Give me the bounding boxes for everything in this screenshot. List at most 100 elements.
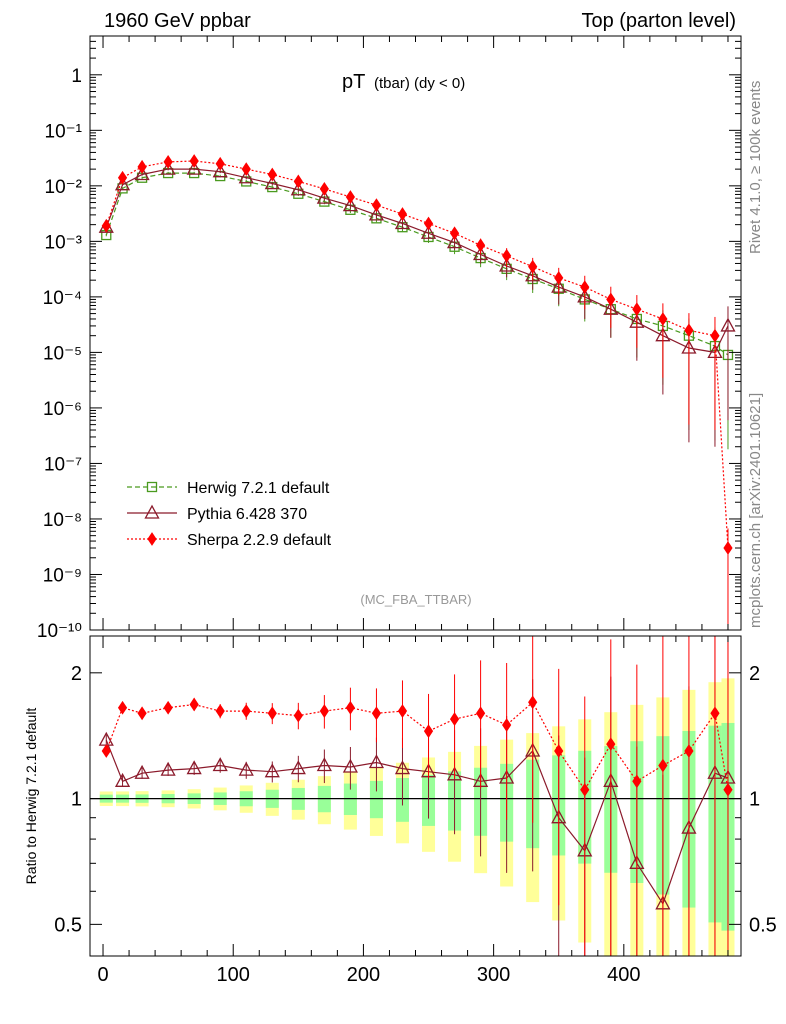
ratio-y-tick-label-right: 1 bbox=[749, 789, 760, 811]
data-point bbox=[163, 154, 173, 169]
ratio-point bbox=[723, 782, 733, 797]
ratio-y-axis: 0.5 0.5 1 1 2 2 bbox=[54, 663, 777, 937]
ratio-point bbox=[342, 758, 358, 773]
data-point bbox=[134, 166, 150, 181]
data-point bbox=[684, 323, 694, 338]
ratio-point bbox=[684, 744, 694, 758]
ratio-y-tick-label: 2 bbox=[71, 663, 82, 685]
ratio-point bbox=[267, 706, 277, 721]
y-tick-label: 10⁻⁴ bbox=[43, 288, 82, 309]
ratio-point bbox=[215, 704, 225, 718]
ratio-y-axis-label: Ratio to Herwig 7.2.1 default bbox=[23, 708, 39, 885]
ratio-point bbox=[397, 704, 408, 718]
ratio-point bbox=[264, 763, 280, 778]
legend: Herwig 7.2.1 default Pythia 6.428 370 Sher… bbox=[127, 480, 332, 549]
y-tick-label: 10⁻⁷ bbox=[44, 454, 82, 475]
y-tick-label: 1 bbox=[71, 66, 82, 87]
ratio-point bbox=[160, 761, 176, 776]
uncertainty-band-1sigma bbox=[369, 780, 383, 819]
ratio-point bbox=[423, 724, 434, 739]
series-line-2 bbox=[105, 160, 729, 549]
legend-marker bbox=[146, 481, 158, 493]
ratio-point bbox=[117, 700, 128, 715]
ratio-point bbox=[580, 782, 590, 797]
ratio-point bbox=[446, 766, 463, 781]
data-point bbox=[189, 154, 199, 168]
data-point bbox=[290, 181, 306, 196]
data-point bbox=[658, 312, 668, 326]
ratio-y-tick-label: 0.5 bbox=[54, 914, 82, 936]
ratio-point bbox=[371, 706, 382, 721]
header-right-label: Top (parton level) bbox=[581, 10, 736, 32]
data-point bbox=[525, 267, 541, 282]
ratio-line-0 bbox=[105, 739, 729, 906]
y-tick-label: 10⁻⁶ bbox=[43, 399, 82, 420]
y-tick-label: 10⁻³ bbox=[45, 232, 83, 253]
ratio-point bbox=[316, 757, 332, 772]
data-point bbox=[345, 190, 356, 204]
data-point bbox=[446, 234, 463, 249]
ratio-line-1 bbox=[105, 701, 729, 791]
data-point bbox=[397, 207, 408, 221]
data-point bbox=[212, 163, 228, 178]
x-tick-label: 300 bbox=[477, 964, 510, 986]
ratio-panel: 0.5 0.5 1 1 2 2 0 100 200 300 400 Ratio to Herwig… bbox=[23, 635, 777, 986]
ratio-point bbox=[528, 695, 538, 710]
ratio-point bbox=[293, 708, 303, 723]
legend-label: Pythia 6.428 370 bbox=[187, 506, 307, 523]
data-point bbox=[160, 160, 176, 175]
ratio-point bbox=[114, 772, 131, 787]
data-point bbox=[101, 218, 111, 233]
ratio-point bbox=[101, 744, 111, 758]
data-point bbox=[264, 175, 280, 190]
ratio-point bbox=[238, 761, 254, 776]
main-y-axis: 1 10⁻¹ 10⁻² 10⁻³ 10⁻⁴ 10⁻⁵ 10⁻⁶ 10⁻⁷ 10⁻⁸ 10⁻⁹ 10⁻… bbox=[37, 35, 741, 642]
data-point bbox=[723, 541, 733, 555]
data-point bbox=[114, 176, 131, 191]
legend-marker bbox=[147, 532, 157, 546]
main-plot-subtitle: (tbar) (dy < 0) bbox=[374, 75, 465, 92]
ratio-point bbox=[710, 706, 720, 721]
ratio-point bbox=[290, 760, 306, 775]
data-point bbox=[528, 259, 538, 274]
ratio-y-tick-label: 1 bbox=[71, 789, 82, 811]
data-point bbox=[342, 197, 358, 212]
data-point bbox=[420, 224, 437, 239]
data-point bbox=[554, 270, 564, 285]
ratio-point bbox=[658, 758, 668, 773]
main-panel: 1 10⁻¹ 10⁻² 10⁻³ 10⁻⁴ 10⁻⁵ 10⁻⁶ 10⁻⁷ 10⁻⁸ 10⁻⁹ 10⁻… bbox=[37, 35, 742, 642]
ratio-point bbox=[502, 718, 512, 732]
data-point bbox=[475, 238, 486, 253]
ratio-point bbox=[134, 764, 150, 779]
data-point bbox=[368, 206, 385, 221]
data-point bbox=[215, 156, 225, 171]
data-point bbox=[720, 317, 736, 332]
data-point bbox=[606, 292, 616, 307]
main-plot-content bbox=[98, 154, 736, 630]
legend-label: Sherpa 2.2.9 default bbox=[187, 532, 332, 549]
y-tick-label: 10⁻¹⁰ bbox=[37, 621, 82, 642]
ratio-point bbox=[189, 697, 199, 712]
x-tick-label: 0 bbox=[97, 964, 108, 986]
ratio-y-tick-label-right: 2 bbox=[749, 663, 760, 685]
uncertainty-band-1sigma bbox=[343, 783, 357, 815]
data-point bbox=[241, 162, 251, 177]
y-tick-label: 10⁻⁵ bbox=[43, 343, 82, 364]
ratio-point bbox=[319, 704, 329, 718]
y-tick-label: 10⁻⁹ bbox=[43, 565, 82, 586]
ratio-point bbox=[186, 760, 202, 775]
mcplots-credit-label: mcplots.cern.ch [arXiv:2401.10621] bbox=[747, 393, 764, 628]
legend-marker bbox=[144, 504, 160, 519]
data-point bbox=[502, 248, 512, 263]
data-point bbox=[267, 167, 277, 182]
data-point bbox=[137, 159, 147, 174]
ratio-point bbox=[345, 700, 356, 715]
x-tick-label: 100 bbox=[217, 964, 250, 986]
ratio-point bbox=[554, 744, 564, 758]
ratio-point bbox=[163, 700, 173, 715]
data-point bbox=[117, 170, 128, 185]
ratio-x-axis: 0 100 200 300 400 bbox=[97, 636, 729, 986]
header-left-label: 1960 GeV ppbar bbox=[104, 10, 251, 32]
data-point bbox=[632, 302, 642, 317]
